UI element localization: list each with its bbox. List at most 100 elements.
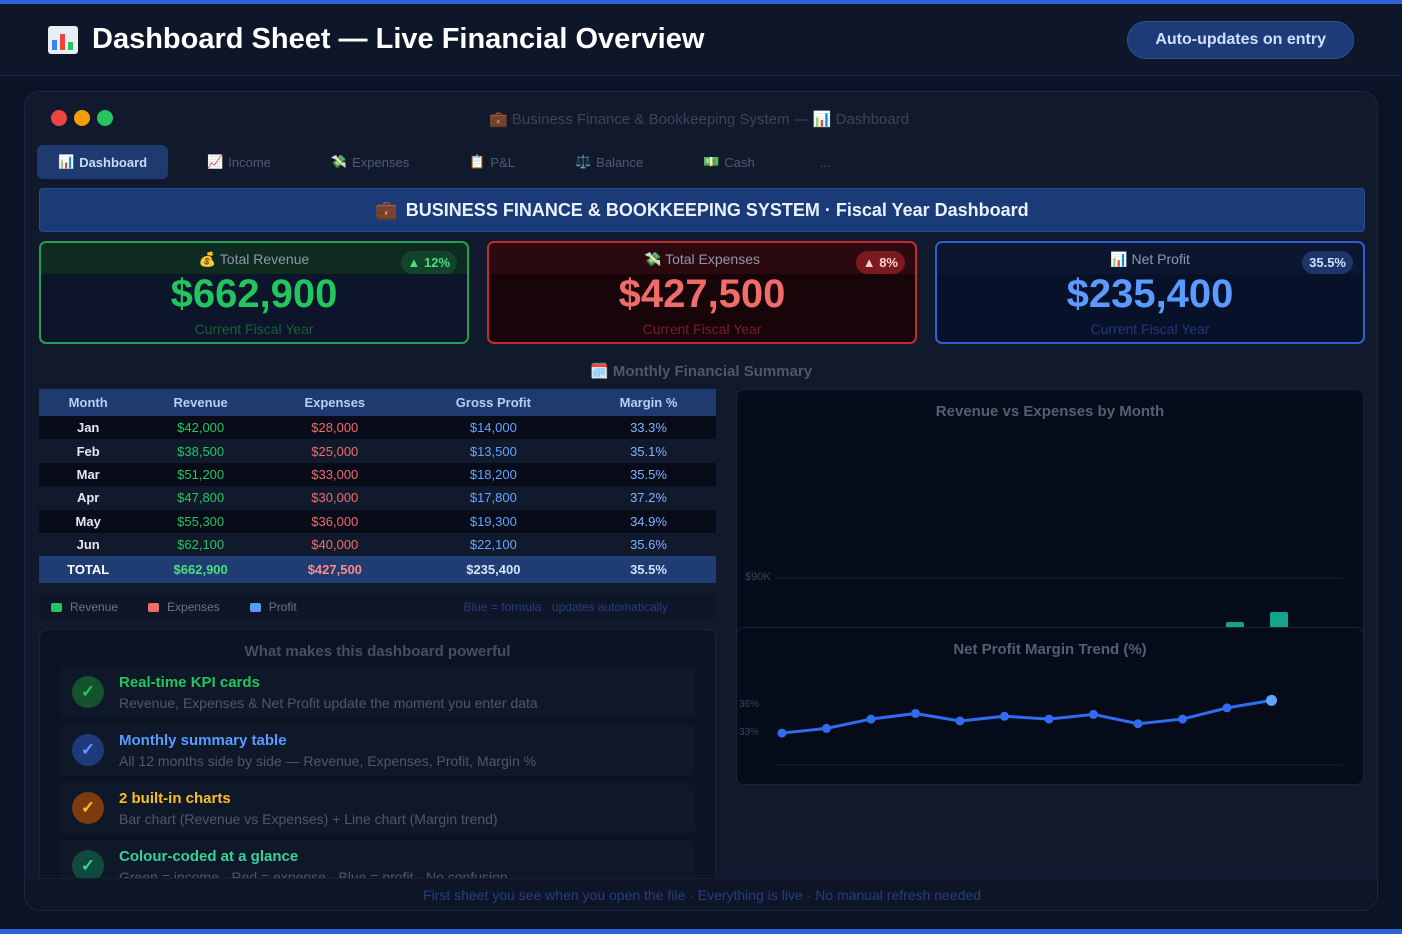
tab-income[interactable]: 📈 Income bbox=[186, 145, 292, 179]
table-cell[interactable]: $28,000 bbox=[263, 416, 406, 440]
table-cell[interactable]: 35.5% bbox=[581, 462, 716, 487]
kpi-label-text: Total Expenses bbox=[665, 251, 761, 267]
legend-revenue: Revenue bbox=[70, 600, 119, 614]
briefcase-icon: 💼 bbox=[375, 199, 398, 220]
tab-expenses[interactable]: 💸 Expenses bbox=[310, 145, 430, 179]
table-cell[interactable]: 37.2% bbox=[581, 486, 716, 510]
column-header: Revenue bbox=[137, 389, 264, 416]
total-row: TOTAL $662,900 $427,500 $235,400 35.5% bbox=[39, 556, 716, 584]
margin-point[interactable] bbox=[866, 714, 876, 724]
summary-title-text: Monthly Financial Summary bbox=[612, 363, 813, 380]
table-cell[interactable]: Jan bbox=[39, 416, 138, 440]
kpi-value: $427,500 bbox=[618, 272, 786, 316]
table-cell[interactable]: May bbox=[39, 509, 138, 533]
tab-label: Expenses bbox=[352, 154, 410, 170]
table-cell[interactable]: $42,000 bbox=[137, 416, 264, 440]
margin-trend-line bbox=[781, 698, 1272, 735]
feature-title: Colour-coded at a glance bbox=[119, 847, 299, 865]
total-cell[interactable]: $427,500 bbox=[263, 556, 406, 584]
total-cell[interactable]: TOTAL bbox=[39, 556, 138, 584]
margin-point[interactable] bbox=[955, 716, 965, 726]
sheet-tabs: 📊 Dashboard 📈 Income 💸 Expenses 📋 P&L ⚖️ Balance 💵… bbox=[37, 145, 870, 179]
table-cell[interactable]: $51,200 bbox=[137, 462, 264, 487]
table-cell[interactable]: 35.1% bbox=[581, 439, 716, 463]
table-cell[interactable]: $25,000 bbox=[263, 439, 406, 463]
features-title: What makes this dashboard powerful bbox=[244, 643, 511, 660]
table-cell[interactable]: $30,000 bbox=[263, 486, 406, 510]
table-cell[interactable]: $62,100 bbox=[137, 532, 264, 557]
table-cell[interactable]: $55,300 bbox=[137, 509, 264, 533]
tab-icon: 📋 bbox=[469, 154, 486, 169]
total-cell[interactable]: 35.5% bbox=[581, 556, 716, 584]
check-icon: ✓ bbox=[72, 676, 104, 708]
auto-update-badge[interactable]: Auto-updates on entry bbox=[1127, 20, 1354, 59]
margin-point[interactable] bbox=[1000, 711, 1009, 721]
margin-point[interactable] bbox=[822, 723, 831, 733]
maximize-window-button[interactable] bbox=[97, 110, 113, 126]
kpi-label: 💸 Total Expenses bbox=[489, 243, 915, 274]
table-cell[interactable]: $33,000 bbox=[263, 462, 406, 487]
margin-point[interactable] bbox=[1178, 714, 1187, 724]
table-cell[interactable]: $40,000 bbox=[263, 532, 406, 557]
margin-point[interactable] bbox=[1222, 703, 1232, 713]
kpi-card-profit: 📊 Net Profit $235,400 Current Fiscal Year 3… bbox=[935, 241, 1365, 344]
total-cell[interactable]: $662,900 bbox=[137, 556, 264, 584]
footer-note: First sheet you see when you open the fi… bbox=[25, 878, 1377, 910]
table-cell[interactable]: $14,000 bbox=[405, 416, 582, 440]
expenses-swatch bbox=[148, 602, 160, 612]
minimize-window-button[interactable] bbox=[74, 110, 90, 126]
table-cell[interactable]: 35.6% bbox=[581, 532, 716, 557]
kpi-label-text: Total Revenue bbox=[219, 251, 310, 267]
table-cell[interactable]: Mar bbox=[39, 462, 138, 487]
margin-point[interactable] bbox=[1266, 694, 1277, 706]
kpi-label: 📊 Net Profit bbox=[937, 243, 1363, 274]
feature-item: ✓ Monthly summary table All 12 months side… bbox=[60, 724, 695, 776]
tab-dashboard[interactable]: 📊 Dashboard bbox=[37, 145, 169, 179]
table-cell[interactable]: $22,100 bbox=[405, 532, 582, 557]
tab-more[interactable]: ... bbox=[794, 145, 852, 179]
close-window-button[interactable] bbox=[51, 110, 67, 126]
table-row: Mar $51,200 $33,000 $18,200 35.5% bbox=[39, 462, 716, 487]
margin-point[interactable] bbox=[777, 728, 787, 738]
column-header: Gross Profit bbox=[405, 389, 582, 416]
summary-title: 🗓️ Monthly Financial Summary bbox=[590, 362, 812, 380]
dashboard-banner: 💼 BUSINESS FINANCE & BOOKKEEPING SYSTEM ·… bbox=[39, 188, 1365, 232]
y-tick-90k: $90K bbox=[745, 571, 771, 583]
column-header: Margin % bbox=[581, 389, 716, 416]
table-cell[interactable]: $19,300 bbox=[405, 509, 582, 533]
kpi-card-revenue: 💰 Total Revenue $662,900 Current Fiscal Ye… bbox=[39, 241, 469, 344]
margin-point[interactable] bbox=[911, 708, 920, 718]
table-cell[interactable]: Feb bbox=[39, 439, 138, 463]
tab-label: P&L bbox=[490, 154, 515, 170]
table-row: Jan $42,000 $28,000 $14,000 33.3% bbox=[39, 416, 716, 440]
table-cell[interactable]: $47,800 bbox=[137, 486, 264, 510]
tab-label: Dashboard bbox=[79, 154, 148, 170]
margin-point[interactable] bbox=[1133, 719, 1143, 729]
table-cell[interactable]: Apr bbox=[39, 486, 138, 510]
table-cell[interactable]: $36,000 bbox=[263, 509, 406, 533]
total-cell[interactable]: $235,400 bbox=[405, 556, 582, 584]
profit-swatch bbox=[249, 602, 261, 612]
app-header: Dashboard Sheet — Live Financial Overvie… bbox=[0, 4, 1402, 76]
margin-point[interactable] bbox=[1044, 714, 1054, 724]
table-cell[interactable]: Jun bbox=[39, 532, 138, 557]
table-cell[interactable]: $38,500 bbox=[137, 439, 264, 463]
table-cell[interactable]: $18,200 bbox=[405, 462, 582, 487]
tab-cash[interactable]: 💵 Cash bbox=[682, 145, 776, 179]
tab-icon: 💸 bbox=[330, 154, 348, 169]
chart-logo-icon bbox=[48, 25, 78, 54]
y-tick-36: 36% bbox=[739, 699, 759, 710]
table-cell[interactable]: 34.9% bbox=[581, 509, 716, 533]
table-row: Apr $47,800 $30,000 $17,800 37.2% bbox=[39, 486, 716, 510]
margin-point[interactable] bbox=[1089, 709, 1098, 719]
table-cell[interactable]: 33.3% bbox=[581, 416, 716, 440]
table-cell[interactable]: $17,800 bbox=[405, 486, 582, 510]
kpi-value: $662,900 bbox=[170, 272, 338, 316]
table-row: May $55,300 $36,000 $19,300 34.9% bbox=[39, 509, 716, 533]
kpi-change-badge: 35.5% bbox=[1302, 251, 1353, 274]
tab-pl[interactable]: 📋 P&L bbox=[448, 145, 536, 179]
y-tick-33: 33% bbox=[739, 727, 759, 738]
table-cell[interactable]: $13,500 bbox=[405, 439, 582, 463]
tab-icon: 📊 bbox=[58, 154, 75, 169]
tab-balance[interactable]: ⚖️ Balance bbox=[554, 145, 664, 179]
